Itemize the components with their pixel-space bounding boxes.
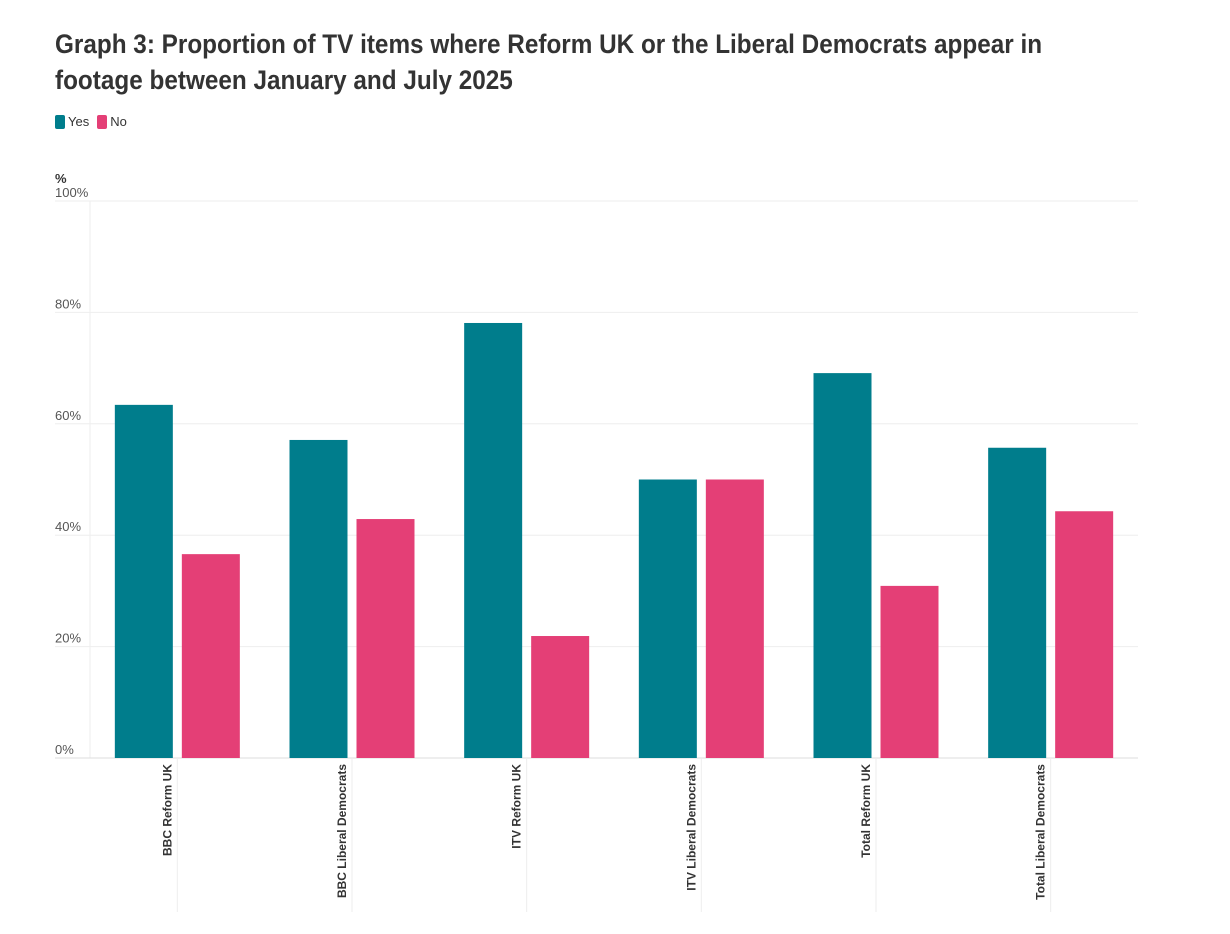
x-tick-label: Total Liberal Democrats [1034,764,1048,900]
legend-label-no: No [110,114,127,129]
legend-swatch-yes [55,114,65,129]
x-tick-label: BBC Reform UK [160,764,174,856]
bar-no [880,585,939,758]
bar-yes [638,479,697,758]
legend: Yes No [55,114,127,129]
bar-yes [114,404,173,758]
x-tick-label: ITV Liberal Democrats [684,764,698,891]
bar-yes [813,373,872,758]
x-tick-label: ITV Reform UK [510,764,524,849]
legend-item-yes[interactable]: Yes [55,114,89,129]
legend-item-no[interactable]: No [97,114,127,129]
y-tick-label: 20% [55,631,81,646]
chart-title: Graph 3: Proportion of TV items where Re… [55,29,1043,95]
bar-yes [988,447,1047,758]
x-tick-label: Total Reform UK [859,764,873,858]
bar-no [1055,511,1114,758]
bar-yes [289,439,348,758]
x-tick-label: BBC Liberal Democrats [335,764,349,898]
y-tick-label: 80% [55,296,81,311]
legend-swatch-no [97,114,108,129]
bar-yes [464,322,523,758]
y-tick-label: 60% [55,408,81,423]
y-tick-label: 40% [55,519,81,534]
y-axis-label: % [55,171,67,186]
bar-no [531,636,590,758]
bar-no [705,479,764,758]
bar-no [181,554,240,758]
y-tick-label: 100% [55,185,89,200]
bar-no [356,519,415,758]
legend-label-yes: Yes [68,114,90,129]
y-tick-label: 0% [55,742,74,757]
